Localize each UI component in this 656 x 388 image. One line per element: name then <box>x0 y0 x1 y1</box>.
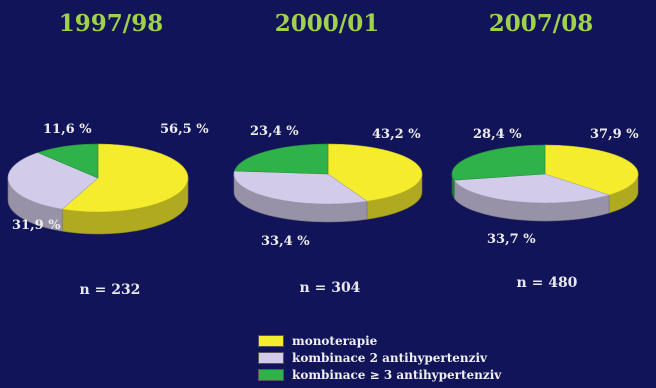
legend-swatch-yellow <box>258 334 284 347</box>
pct-label-2000-mono: 43,2 % <box>372 127 421 142</box>
pie-slice-2000-01-three <box>234 143 329 175</box>
pct-label-2000-two: 33,4 % <box>261 234 310 249</box>
legend-label: kombinace 2 antihypertenziv <box>292 350 488 365</box>
legend-item-monoterapie: monoterapie <box>258 332 501 349</box>
legend-label: kombinace ≥ 3 antihypertenziv <box>292 367 502 382</box>
pct-label-2007-two: 33,7 % <box>487 232 536 247</box>
legend-item-kombinace-3: kombinace ≥ 3 antihypertenziv <box>258 366 501 383</box>
pie-slice-2007-08-mono <box>544 144 639 196</box>
chart-title-2000-01: 2000/01 <box>274 10 380 37</box>
pie-slice-2000-01-mono <box>327 143 423 202</box>
legend: monoterapie kombinace 2 antihypertenziv … <box>258 332 501 383</box>
pct-label-1997-mono: 56,5 % <box>160 122 209 137</box>
pie-1997-98 <box>7 143 189 235</box>
chart-title-2007-08: 2007/08 <box>488 10 594 37</box>
sample-size-2000-01: n = 304 <box>299 280 361 296</box>
pie-slice-2007-08-three <box>451 144 546 181</box>
sample-size-1997-98: n = 232 <box>79 282 141 298</box>
pct-label-1997-two: 31,9 % <box>12 218 61 233</box>
legend-swatch-green <box>258 368 284 381</box>
pie-slice-1997-98-three <box>37 143 99 179</box>
pie-2007-08 <box>451 144 639 222</box>
legend-label: monoterapie <box>292 333 378 348</box>
chart-title-1997-98: 1997/98 <box>58 10 164 37</box>
pie-2000-01 <box>233 143 423 223</box>
sample-size-2007-08: n = 480 <box>516 275 578 291</box>
pct-label-2007-mono: 37,9 % <box>590 127 639 142</box>
pie-slice-2000-01-two <box>233 170 368 205</box>
pie-slice-1997-98-two <box>7 152 99 210</box>
pct-label-2000-three: 23,4 % <box>250 124 299 139</box>
pct-label-2007-three: 28,4 % <box>473 127 522 142</box>
legend-swatch-lavender <box>258 351 284 364</box>
pct-label-1997-three: 11,6 % <box>43 122 92 137</box>
legend-item-kombinace-2: kombinace 2 antihypertenziv <box>258 349 501 366</box>
pie-slice-1997-98-mono <box>61 143 189 213</box>
pie-slice-2007-08-two <box>453 173 611 204</box>
